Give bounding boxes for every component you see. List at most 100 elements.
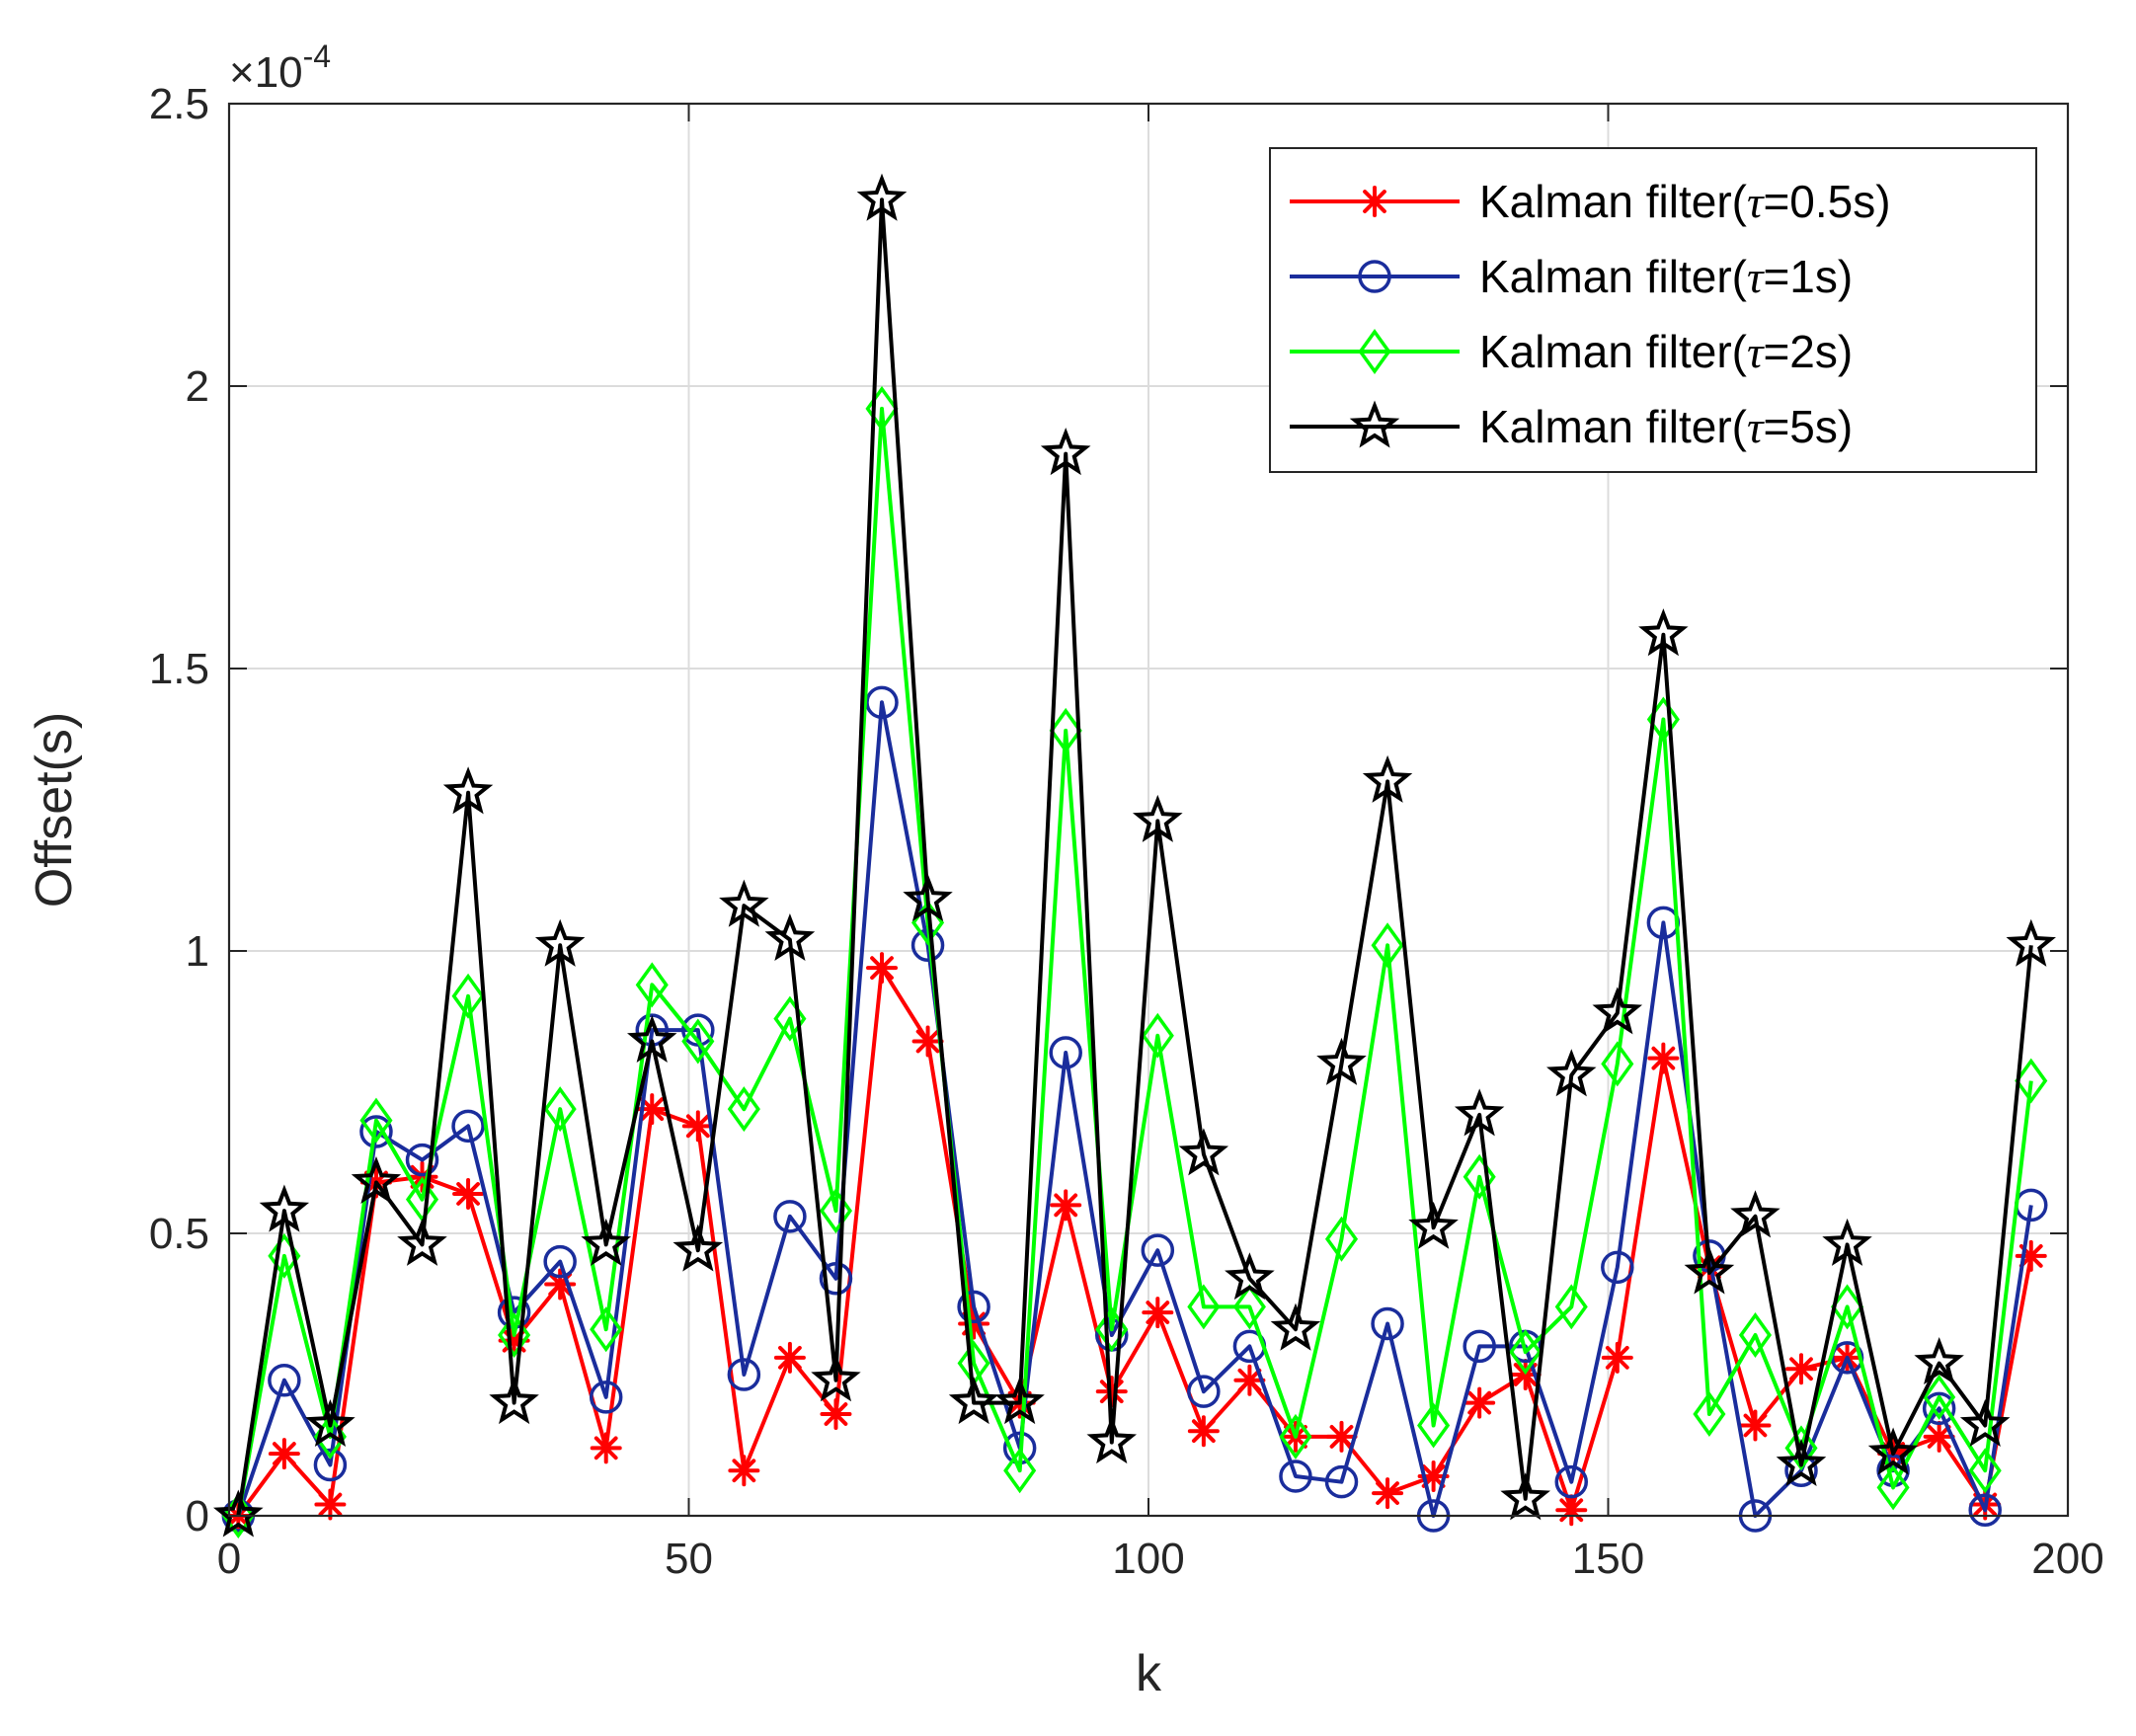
series-2-point: [1784, 1425, 1818, 1471]
series-line-0: [236, 966, 2033, 1518]
series-2-point: [1324, 1216, 1359, 1262]
series-3-point: [1545, 1049, 1597, 1097]
series-2-point: [1371, 922, 1404, 969]
series-3-point: [1316, 1037, 1367, 1085]
series-1-point: [451, 1109, 485, 1144]
legend-label-3: Kalman filter(τ=5s): [1479, 401, 1853, 452]
legend: Kalman filter(τ=0.5s) Kalman filter(τ=1s…: [1269, 147, 2037, 473]
series-3-point: [1040, 428, 1091, 476]
series-3-point: [442, 766, 494, 815]
series-3-point: [856, 173, 908, 221]
series-2-point: [359, 1097, 393, 1144]
series-3-point: [948, 1377, 999, 1425]
series-3-point: [1086, 1416, 1138, 1464]
series-3-point: [994, 1377, 1045, 1425]
series-3-point: [1225, 1252, 1275, 1301]
series-1-point: [1187, 1375, 1221, 1408]
series-3-point: [1270, 1302, 1321, 1351]
series-1-point: [681, 1013, 715, 1047]
series-3-point: [351, 1155, 402, 1205]
ticks: [228, 103, 2069, 1517]
series-2-point: [2015, 1058, 2048, 1104]
series-0-point: [1372, 1477, 1404, 1510]
series-0-point: [1187, 1415, 1220, 1448]
series-0-point: [728, 1455, 760, 1487]
series-3-point: [627, 1014, 677, 1064]
series-2: [221, 385, 2048, 1539]
y-multiplier-base: ×10: [229, 48, 303, 97]
series-3-point: [534, 918, 586, 967]
series-2-point: [451, 973, 485, 1019]
series-0-point: [1142, 1297, 1174, 1329]
series-1-point: [957, 1290, 990, 1324]
series-line-3: [236, 197, 2033, 1517]
series-1-point: [268, 1363, 301, 1397]
series-0-point: [1739, 1409, 1772, 1442]
series-0-point: [1464, 1386, 1496, 1419]
series-2-point: [1187, 1284, 1221, 1330]
y-multiplier-exponent: -4: [303, 39, 331, 74]
series-1-point: [1463, 1329, 1496, 1364]
series-3: [212, 173, 2056, 1538]
series-line-2: [236, 406, 2033, 1517]
series-2-point: [1923, 1374, 1956, 1420]
series-3-point: [903, 873, 953, 922]
series-0-point: [1233, 1364, 1266, 1396]
series-1-point: [1279, 1460, 1312, 1493]
series-2-point: [1601, 1041, 1634, 1087]
series-3-point: [1730, 1190, 1780, 1238]
series-0-point: [1601, 1341, 1633, 1374]
legend-marker-2: [1358, 329, 1391, 374]
series-3-point: [1867, 1427, 1919, 1475]
series-2-point: [1509, 1329, 1543, 1376]
series-1-point: [359, 1115, 393, 1148]
series-2-point: [819, 1188, 853, 1234]
legend-marker-0: [1359, 186, 1390, 217]
series-2-point: [1831, 1284, 1864, 1330]
series-2-point: [1738, 1311, 1773, 1358]
series-1-point: [1371, 1306, 1404, 1341]
series-1-point: [1049, 1036, 1082, 1069]
series-1-point: [1922, 1391, 1956, 1426]
series-3-point: [1500, 1472, 1551, 1521]
legend-samples: [1290, 186, 1460, 448]
series-0-point: [773, 1341, 806, 1374]
series-0-point: [1050, 1189, 1082, 1222]
series-1-point: [543, 1244, 577, 1279]
y-tick-label: 0.5: [149, 1210, 209, 1258]
series-2-point: [1968, 1448, 2002, 1494]
series-3-point: [1362, 754, 1413, 803]
series-2-point: [1003, 1448, 1037, 1494]
series-3-point: [489, 1377, 539, 1425]
series-3-point: [811, 1354, 861, 1402]
y-tick-label: 1.5: [149, 645, 209, 693]
series-3-point: [305, 1398, 356, 1448]
series-3-point: [581, 1218, 632, 1266]
series-2-point: [498, 1311, 531, 1358]
series-1-point: [773, 1200, 807, 1233]
series-2-point: [1693, 1391, 1726, 1438]
series-3-point: [1914, 1337, 1964, 1384]
series-2-point: [590, 1306, 623, 1353]
x-tick-label: 200: [2031, 1535, 2103, 1583]
series-2-point: [1417, 1402, 1451, 1449]
series-0-point: [820, 1398, 852, 1431]
y-tick-label: 0: [186, 1492, 209, 1540]
series-3-point: [1408, 1201, 1459, 1249]
series-2-point: [1232, 1284, 1266, 1330]
series-2-point: [681, 1018, 715, 1065]
series-3-point: [719, 879, 769, 927]
series-1-point: [1141, 1233, 1175, 1267]
legend-marker-1: [1358, 260, 1391, 293]
series-1-point: [1968, 1493, 2002, 1528]
series-3-point: [212, 1489, 264, 1538]
x-tick-label: 50: [665, 1535, 713, 1583]
series-3-point: [259, 1184, 310, 1232]
series-1: [221, 685, 2048, 1533]
series-2-point: [1279, 1413, 1312, 1460]
series-3-point: [764, 913, 816, 961]
series-3-point: [1454, 1088, 1505, 1137]
series-line-1: [236, 700, 2033, 1518]
x-tick-label: 150: [1572, 1535, 1644, 1583]
